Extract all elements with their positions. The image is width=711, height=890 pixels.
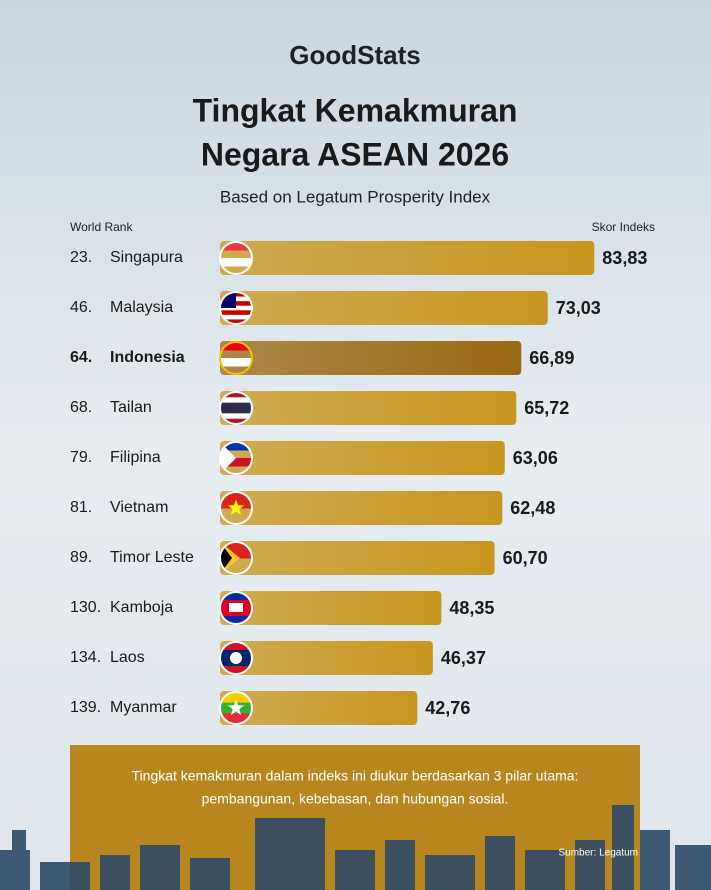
flag-part [220,258,252,267]
value-label: 60,70 [503,548,548,568]
value-label: 46,37 [441,648,486,668]
value-label: 73,03 [556,298,601,318]
flag-part [220,442,252,451]
flag-ring [219,691,253,725]
rank: 134. [70,649,101,666]
rank: 89. [70,549,92,566]
flag [220,442,252,474]
flag-ring [219,541,253,575]
flag-part [230,652,242,664]
flag-part [220,592,252,601]
note-text: pembangunan, kebebasan, dan hubungan sos… [202,791,509,807]
flag [220,242,252,267]
flag-ring [219,391,253,425]
flag-ring [219,241,253,275]
flag-part [220,310,252,316]
flag-part [227,499,245,515]
flag [220,392,252,424]
category-label: Tailan [110,399,152,416]
value-label: 42,76 [425,698,470,718]
category-label: Indonesia [110,349,185,366]
rank: 130. [70,599,101,616]
category-label: Malaysia [110,299,173,316]
flag-ring [219,591,253,625]
flag-ring [219,441,253,475]
category-label: Singapura [110,249,183,266]
flag-part [220,442,236,474]
flag-ring [219,491,253,525]
category-label: Laos [110,649,145,666]
flag [220,692,252,724]
source: Sumber: Legatum [559,848,639,859]
category-label: Kamboja [110,599,173,616]
flag-part [220,392,252,398]
note-text: Tingkat kemakmuran dalam indeks ini diuk… [132,768,579,784]
category-label: Myanmar [110,699,177,716]
category-label: Vietnam [110,499,168,516]
flag-part [220,418,252,424]
flag-part [220,692,252,704]
chart-title: Negara ASEAN 2026 [201,136,509,172]
value-label: 66,89 [529,348,574,368]
flag-part [220,402,252,414]
bar [220,541,495,575]
category-label: Timor Leste [110,549,194,566]
flag-part [220,319,252,324]
bar [220,591,442,625]
flag-part [220,616,252,624]
rank: 64. [70,349,92,366]
flag-part [229,603,243,612]
flag [220,592,252,624]
value-label: 65,72 [524,398,569,418]
bar [220,441,505,475]
category-label: Filipina [110,449,161,466]
flag [220,492,252,515]
value-label: 63,06 [513,448,558,468]
rank: 139. [70,699,101,716]
bar [220,341,522,375]
flag [220,642,252,674]
flag-part [220,314,252,320]
rank-header: World Rank [70,220,133,234]
flag-part [220,305,252,311]
chart-subtitle: Based on Legatum Prosperity Index [220,187,491,206]
flag-part [220,642,252,651]
flag-ring [219,341,253,375]
bar [220,241,595,275]
flag-ring [219,291,253,325]
rank: 79. [70,449,92,466]
skyline [0,805,711,890]
flag-part [227,699,245,715]
rank: 81. [70,499,92,516]
value-label: 48,35 [449,598,494,618]
flag-part [220,242,252,251]
flag-part [220,413,252,420]
flag-part [220,713,252,724]
value-label: 83,83 [602,248,647,268]
value-label: 62,48 [510,498,555,518]
rank: 46. [70,299,92,316]
bar [220,641,433,675]
value-header: Skor Indeks [592,220,655,234]
brand-logo: GoodStats [289,40,420,70]
bar [220,491,503,525]
bar [220,391,517,425]
rank: 23. [70,249,92,266]
rank: 68. [70,399,92,416]
flag-part [220,666,252,674]
flag-part [220,458,252,467]
bars: 23. Singapura 83,83 46. Malaysia 73,03 64. Indo… [70,241,647,725]
chart-title: Tingkat Kemakmuran [193,92,518,128]
flag-part [220,342,252,351]
bar [220,291,548,325]
bar [220,691,418,725]
flag-part [220,358,252,367]
flag [220,342,252,367]
flag-part [220,397,252,404]
flag-ring [219,641,253,675]
